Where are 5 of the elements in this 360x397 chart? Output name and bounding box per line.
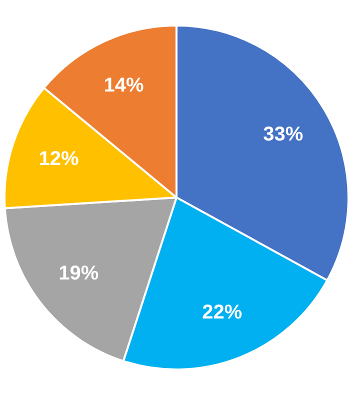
data-label: 12% bbox=[38, 148, 79, 170]
data-label: 33% bbox=[263, 123, 304, 146]
data-label: 22% bbox=[202, 302, 242, 324]
data-label: 19% bbox=[58, 262, 99, 284]
data-label: 14% bbox=[104, 74, 144, 96]
